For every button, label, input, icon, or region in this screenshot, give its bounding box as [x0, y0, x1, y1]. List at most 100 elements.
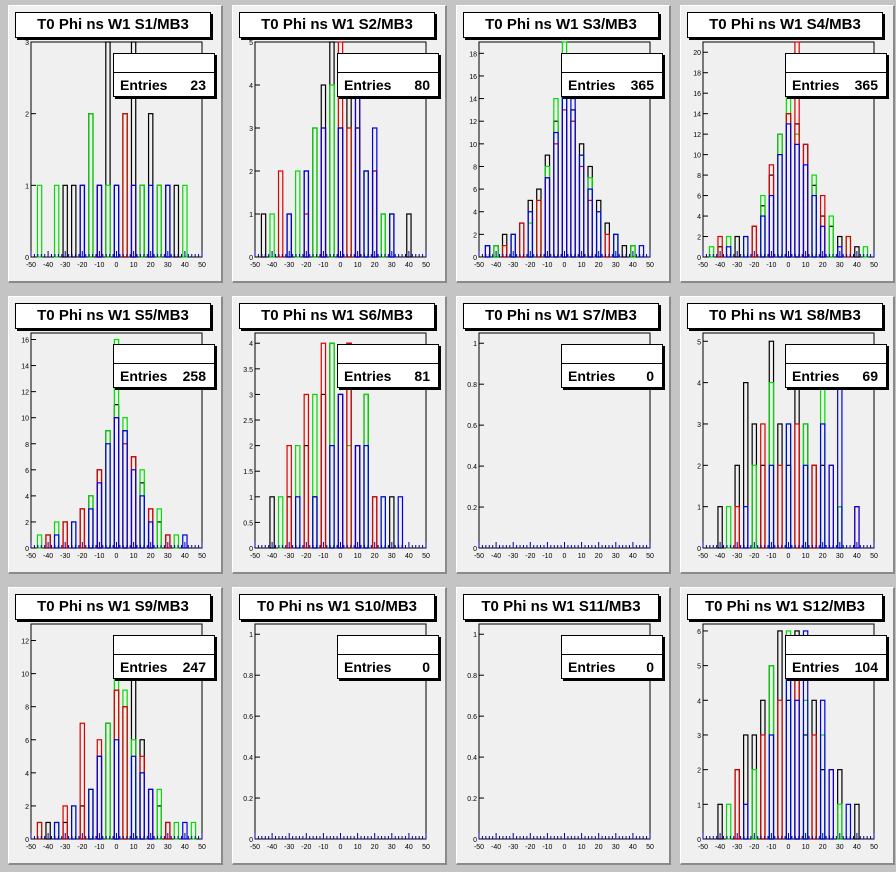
histogram-bin — [389, 496, 395, 549]
histogram-bin — [354, 127, 361, 258]
histogram-bin — [768, 464, 775, 549]
y-tick-label: 10 — [469, 142, 477, 149]
histogram-bin — [139, 184, 145, 258]
histogram-pad-4: -50 -40 -30 -20 -10 0 10 20 30 40 50 0 2 4 6 8 10 12 14 16 1… — [680, 5, 895, 283]
y-tick-label: 16 — [21, 338, 29, 345]
histogram-bin — [501, 245, 508, 258]
histogram-bin — [122, 113, 128, 258]
y-tick-label: 2 — [25, 520, 29, 527]
x-tick-label: 0 — [115, 844, 119, 851]
y-tick-label: 10 — [693, 153, 701, 160]
x-tick-label: 30 — [164, 553, 172, 560]
x-tick-label: -10 — [94, 844, 104, 851]
histogram-bin — [570, 120, 576, 258]
histogram-pad-2: -50 -40 -30 -20 -10 0 10 20 30 40 50 0 1 2 3 4 5 Entries 8… — [232, 5, 447, 283]
histogram-bin — [354, 445, 361, 549]
histogram-bin — [113, 184, 120, 258]
x-tick-label: -40 — [43, 553, 53, 560]
histogram-bin — [62, 184, 68, 258]
y-tick-label: 4 — [697, 214, 701, 221]
histogram-pad-5: -50 -40 -30 -20 -10 0 10 20 30 40 50 0 2 4 6 8 10 12 14 16 E… — [8, 296, 223, 574]
histogram-bin — [536, 199, 542, 258]
histogram-bin — [845, 235, 852, 258]
x-tick-label: 40 — [181, 553, 189, 560]
x-tick-label: 40 — [181, 262, 189, 269]
stats-box: Entries 247 — [113, 635, 215, 679]
histogram-bin — [139, 469, 145, 549]
y-tick-label: 18 — [693, 71, 701, 78]
histogram-title: T0 Phi ns W1 S8/MB3 — [687, 303, 883, 329]
x-tick-label: -40 — [267, 844, 277, 851]
y-tick-label: 2 — [473, 232, 477, 239]
stats-entries-value: 80 — [414, 77, 430, 93]
histogram-bin — [354, 445, 361, 549]
histogram-bin — [854, 506, 860, 549]
y-tick-label: 4 — [25, 494, 29, 501]
x-tick-label: -40 — [267, 553, 277, 560]
histogram-bin — [71, 184, 77, 258]
y-tick-label: 4 — [473, 210, 477, 217]
y-tick-label: 0 — [249, 837, 253, 844]
histogram-bin — [768, 174, 775, 258]
stats-box: Entries 0 — [561, 635, 663, 679]
x-tick-label: -40 — [491, 844, 501, 851]
x-tick-label: -30 — [284, 262, 294, 269]
x-tick-label: -20 — [525, 844, 535, 851]
stats-header — [114, 636, 214, 655]
x-tick-label: 0 — [563, 553, 567, 560]
x-tick-label: -10 — [766, 262, 776, 269]
x-tick-label: 50 — [198, 553, 206, 560]
histogram-bin — [147, 184, 154, 258]
histogram-bin — [734, 769, 740, 840]
histogram-bin — [363, 170, 369, 258]
histogram-bin — [743, 382, 749, 549]
histogram-bin — [130, 184, 137, 258]
y-tick-label: 0.5 — [243, 520, 253, 527]
x-tick-label: 30 — [836, 262, 844, 269]
histogram-bin — [777, 423, 783, 549]
histogram-bin — [320, 127, 327, 258]
histogram-bin — [88, 788, 94, 840]
x-tick-label: 30 — [388, 844, 396, 851]
histogram-bin — [147, 788, 154, 840]
histogram-title: T0 Phi ns W1 S2/MB3 — [239, 12, 435, 38]
y-tick-label: 3 — [697, 422, 701, 429]
histogram-bin — [96, 739, 103, 840]
y-tick-label: 0 — [697, 255, 701, 262]
histogram-bin — [828, 769, 834, 840]
histogram-bin — [295, 170, 301, 258]
histogram-bin — [406, 213, 412, 258]
stats-entries-value: 69 — [862, 368, 878, 384]
y-tick-label: 0 — [697, 546, 701, 553]
y-tick-label: 14 — [469, 97, 477, 104]
x-tick-label: -10 — [318, 262, 328, 269]
y-tick-label: 2 — [697, 235, 701, 242]
histogram-bin — [363, 170, 369, 258]
x-tick-label: -10 — [318, 553, 328, 560]
histogram-svg: -50 -40 -30 -20 -10 0 10 20 30 40 50 0 2 4 6 8 10 12 14 16 — [21, 332, 206, 560]
histogram-bin — [544, 177, 551, 258]
y-tick-label: 2 — [249, 444, 253, 451]
histogram-bin — [802, 143, 809, 258]
x-tick-label: 20 — [819, 553, 827, 560]
histogram-bin — [777, 699, 783, 840]
histogram-bin — [785, 123, 792, 258]
x-tick-label: 10 — [130, 844, 138, 851]
x-tick-label: 40 — [853, 262, 861, 269]
histogram-pad-1: -50 -40 -30 -20 -10 0 10 20 30 40 50 0 1 2 3 Entries 23 T… — [8, 5, 223, 283]
histogram-bin — [53, 534, 60, 549]
stats-header — [114, 345, 214, 364]
histogram-bin — [312, 127, 318, 258]
histogram-bin — [122, 430, 128, 549]
stats-entries-label: Entries — [344, 77, 392, 93]
histogram-bin — [819, 734, 826, 840]
x-tick-label: -50 — [250, 262, 260, 269]
histogram-bin — [96, 482, 103, 549]
x-tick-label: 10 — [578, 553, 586, 560]
histogram-bin — [88, 495, 94, 549]
stats-box: Entries 80 — [337, 53, 439, 97]
histogram-bin — [734, 506, 740, 549]
x-tick-label: 40 — [853, 844, 861, 851]
x-tick-label: -20 — [525, 553, 535, 560]
y-tick-label: 18 — [469, 51, 477, 58]
